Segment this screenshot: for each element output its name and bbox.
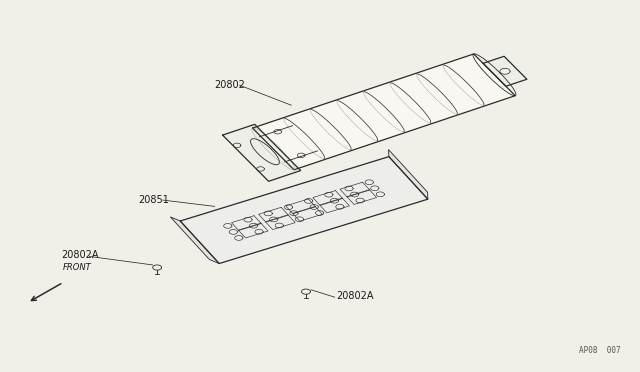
- Text: 20802A: 20802A: [336, 291, 374, 301]
- Polygon shape: [223, 124, 301, 181]
- Polygon shape: [483, 56, 527, 86]
- Text: 20851: 20851: [138, 195, 169, 205]
- Text: FRONT: FRONT: [63, 263, 92, 272]
- Text: 20802A: 20802A: [61, 250, 99, 260]
- Polygon shape: [170, 217, 220, 263]
- Polygon shape: [180, 157, 428, 263]
- Polygon shape: [388, 150, 428, 199]
- Text: AP08  007: AP08 007: [579, 346, 620, 355]
- Text: 20802: 20802: [214, 80, 246, 90]
- Polygon shape: [253, 54, 515, 170]
